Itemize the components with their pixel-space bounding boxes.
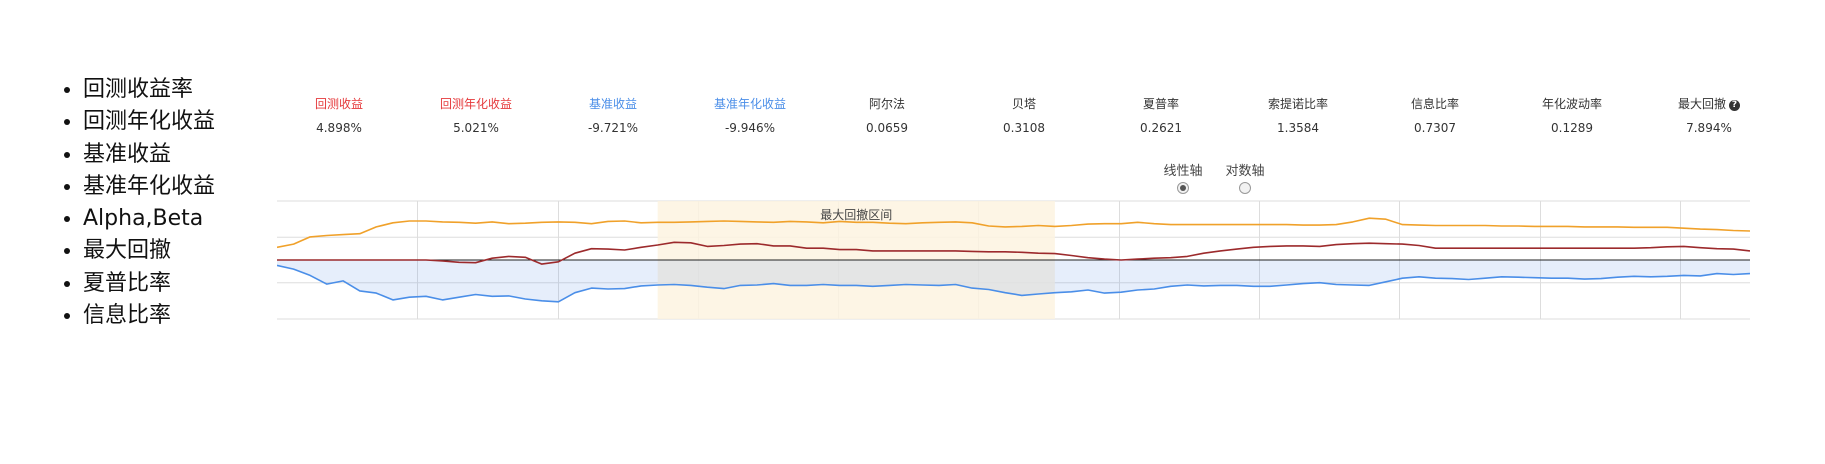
radio-label: 线性轴 [1163,164,1203,179]
returns-chart: 最大回撤区间 [277,200,1750,320]
bullet-item: 基准收益 [83,139,215,171]
benchmark-area-fill [277,260,1750,302]
log-axis-radio[interactable] [1239,182,1251,194]
stat-value: 0.2621 [1140,121,1182,135]
stat-value: 0.7307 [1414,121,1456,135]
stat-label: 夏普率 [1142,97,1179,111]
stat-value: 5.021% [453,121,499,135]
stat-value: 4.898% [316,121,362,135]
stat-value: -9.721% [587,121,639,135]
stat-max-drawdown: 最大回撤? 7.894% [1619,97,1799,135]
stat-annual-volatility: 年化波动率 0.1289 [1482,97,1662,135]
series-line-orange [277,217,1750,249]
stat-information-ratio: 信息比率 0.7307 [1345,97,1525,135]
question-circle-icon[interactable]: ? [1729,100,1740,111]
stat-label: 回测年化收益 [439,97,512,111]
log-axis-option[interactable]: 对数轴 [1215,160,1275,194]
bullet-item: 夏普比率 [83,268,215,300]
backtest-stats-row: 回测收益 4.898% 回测年化收益 5.021% 基准收益 -9.721% 基… [264,97,1744,141]
stat-benchmark-annual-return: 基准年化收益 -9.946% [660,97,840,135]
stat-label: 阿尔法 [868,97,905,111]
stat-value: -9.946% [724,121,776,135]
stat-sortino: 索提诺比率 1.3584 [1208,97,1388,135]
stat-label: 信息比率 [1410,97,1459,111]
bullet-item: Alpha,Beta [83,203,215,235]
bullet-item: 回测收益率 [83,74,215,106]
stat-label-wrap: 最大回撤? [1619,97,1799,111]
stat-alpha: 阿尔法 0.0659 [797,97,977,135]
stat-value: 0.0659 [866,121,908,135]
stat-value: 0.3108 [1003,121,1045,135]
series-line-darkred [277,241,1750,265]
stat-benchmark-return: 基准收益 -9.721% [523,97,703,135]
max-drawdown-band-label: 最大回撤区间 [820,207,892,222]
stat-backtest-return: 回测收益 4.898% [249,97,429,135]
stat-value: 1.3584 [1277,121,1319,135]
stat-label: 年化波动率 [1541,97,1602,111]
stat-label: 回测收益 [314,97,363,111]
stat-label: 最大回撤 [1677,97,1726,111]
radio-label: 对数轴 [1225,164,1265,179]
bullet-item: 最大回撤 [83,235,215,267]
bullet-item: 信息比率 [83,300,215,332]
bullet-item: 回测年化收益 [83,106,215,138]
linear-axis-option[interactable]: 线性轴 [1153,160,1213,194]
stat-value: 7.894% [1686,121,1732,135]
stat-label: 基准收益 [588,97,637,111]
stat-beta: 贝塔 0.3108 [934,97,1114,135]
metrics-bullet-list: 回测收益率 回测年化收益 基准收益 基准年化收益 Alpha,Beta 最大回撤… [46,74,215,332]
linear-axis-radio[interactable] [1177,182,1189,194]
stat-value: 0.1289 [1551,121,1593,135]
series-line-blue [277,264,1750,303]
stat-label: 贝塔 [1011,97,1036,111]
stat-label: 基准年化收益 [713,97,786,111]
stat-backtest-annual-return: 回测年化收益 5.021% [386,97,566,135]
stat-label: 索提诺比率 [1267,97,1328,111]
bullet-item: 基准年化收益 [83,171,215,203]
stat-sharpe: 夏普率 0.2621 [1071,97,1251,135]
